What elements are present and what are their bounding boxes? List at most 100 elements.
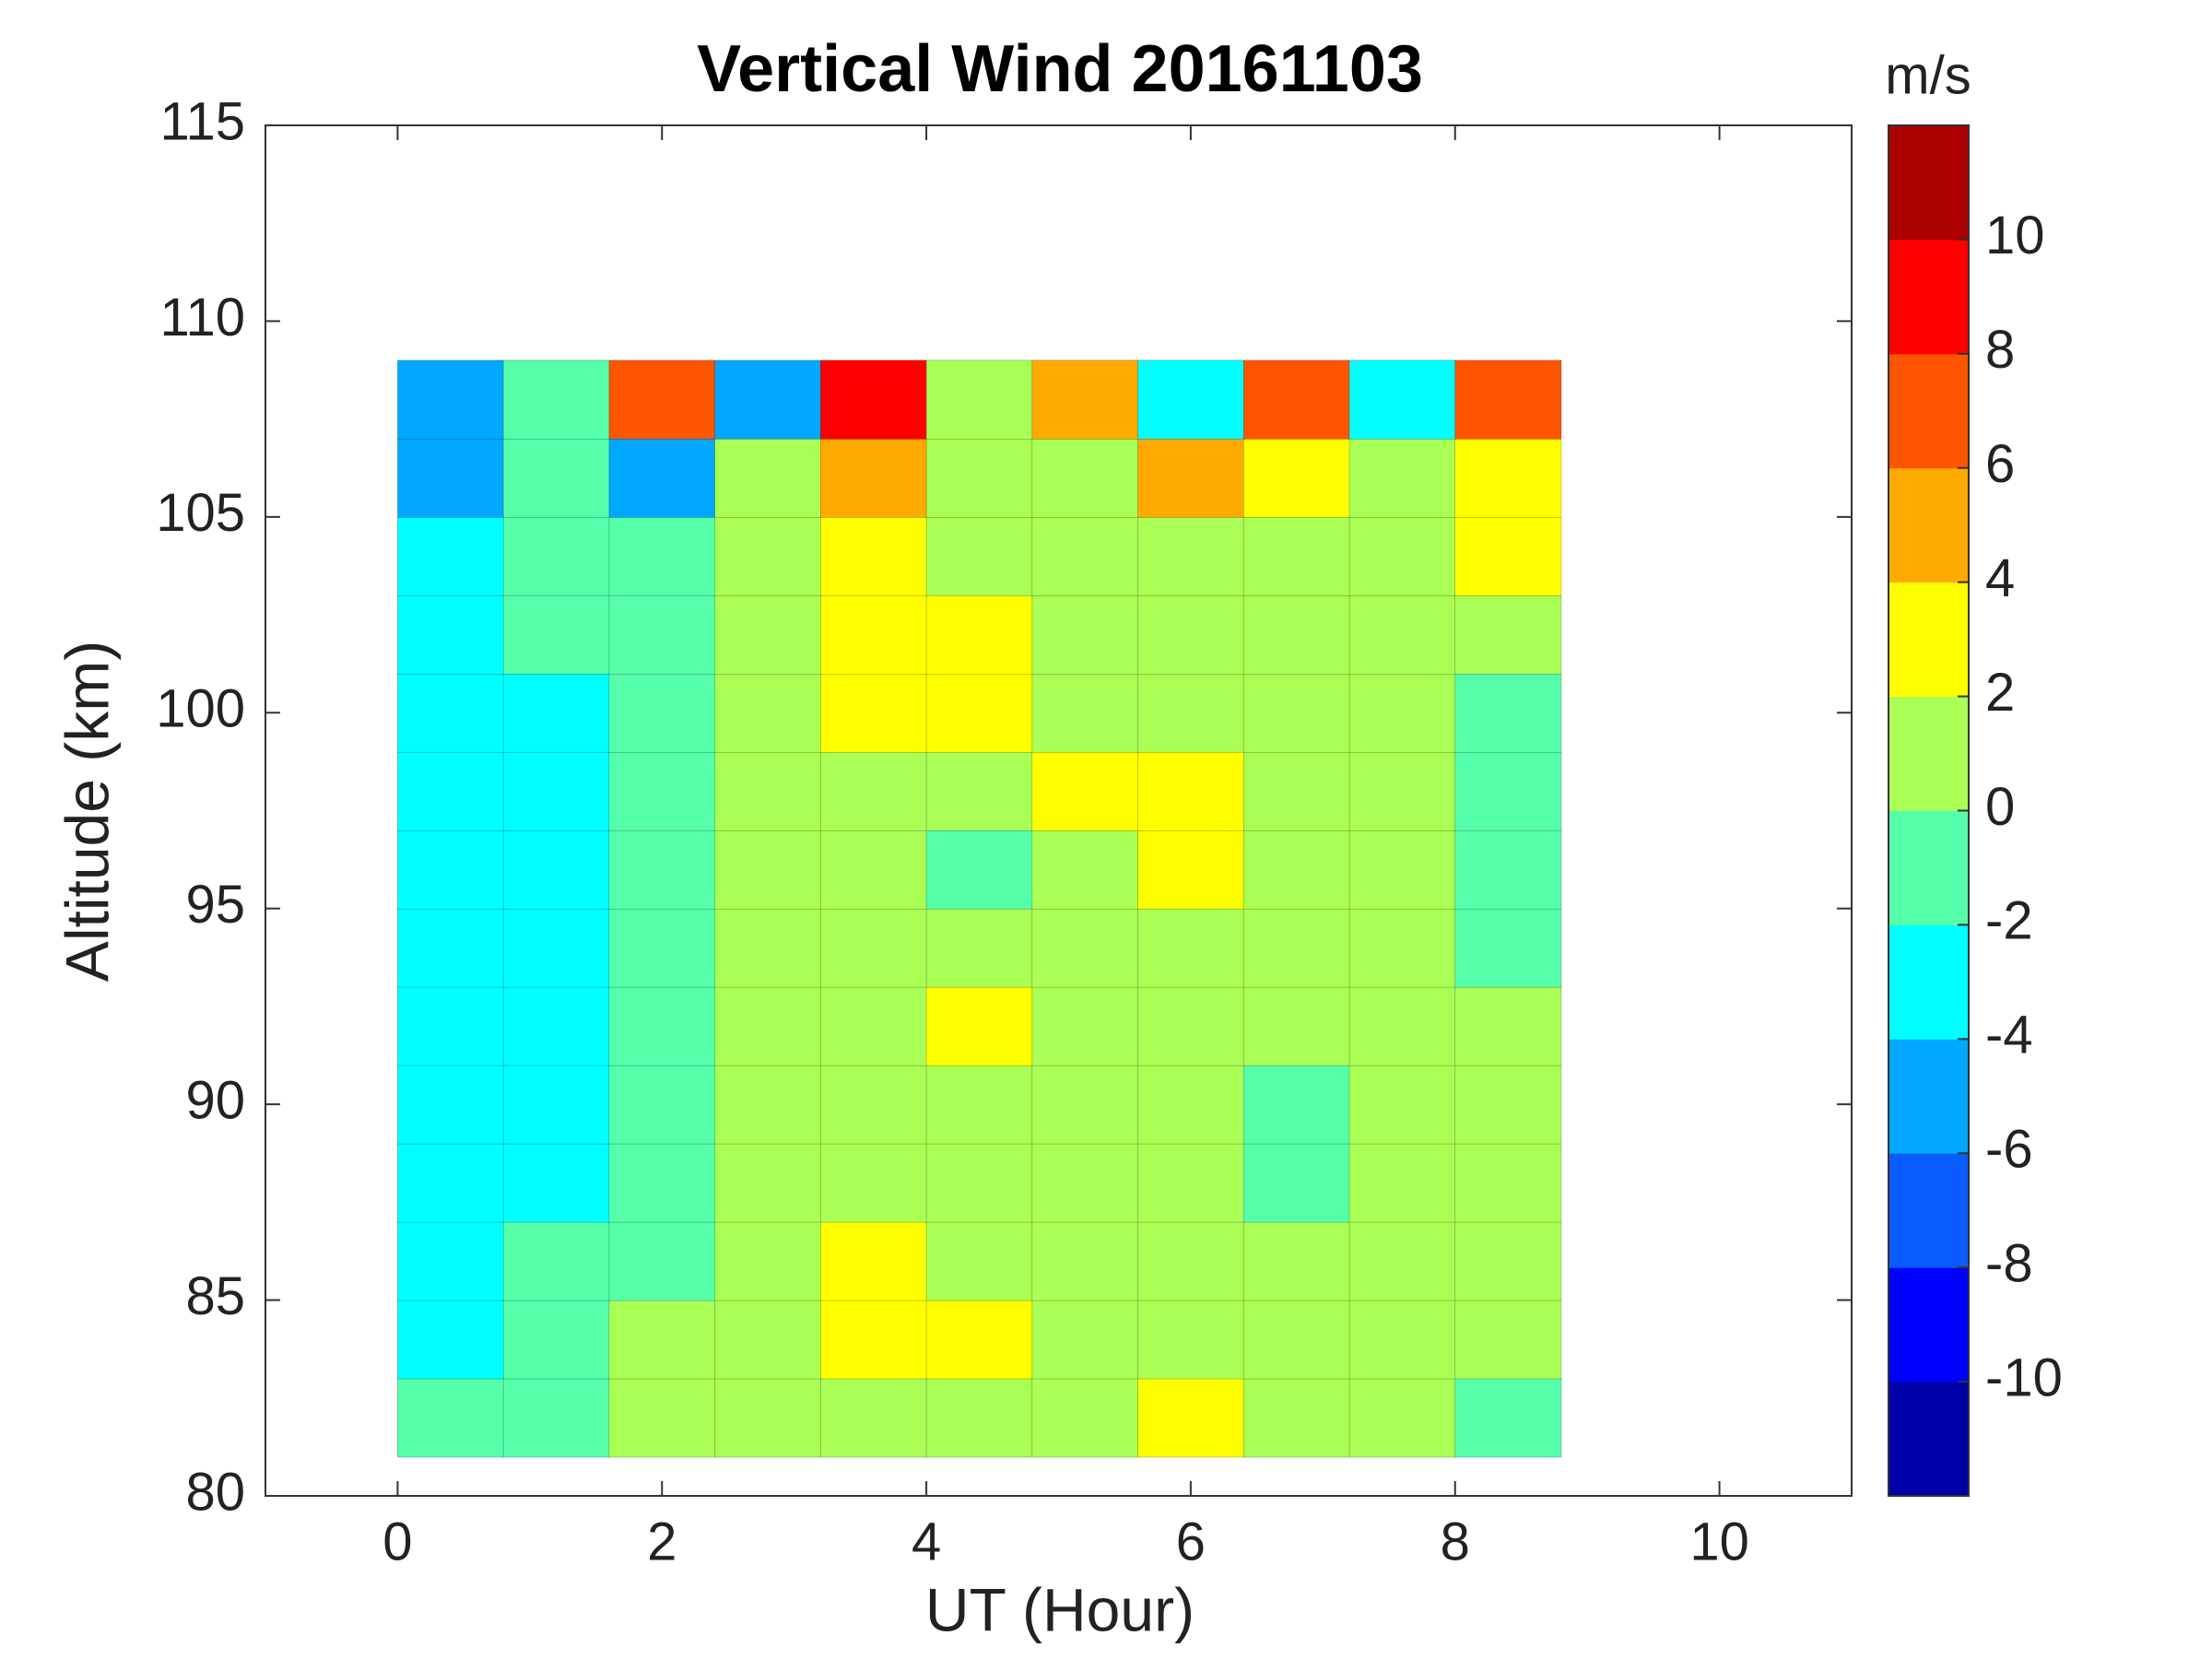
cell [1031, 516, 1139, 596]
cell [1137, 1378, 1245, 1458]
cell [1137, 594, 1245, 675]
cell [502, 830, 610, 910]
cell [1454, 1300, 1562, 1380]
cell [820, 751, 927, 831]
y-axis-label: Altitude (km) [53, 641, 121, 982]
x-tick-label: 8 [1441, 1512, 1470, 1571]
cell [820, 986, 927, 1066]
cell [608, 1221, 716, 1301]
cell [1454, 830, 1562, 910]
cell [397, 751, 504, 831]
colorbar-swatch [1888, 1382, 1969, 1497]
cell [1137, 986, 1245, 1066]
cell [925, 986, 1033, 1066]
cell [1137, 438, 1245, 518]
cell [608, 594, 716, 675]
cell [1031, 1065, 1139, 1145]
cell [1031, 1143, 1139, 1223]
colorbar-tick-label: -8 [1985, 1233, 2033, 1293]
chart-title: Vertical Wind 20161103 [697, 32, 1423, 106]
colorbar-swatch [1888, 924, 1969, 1040]
colorbar-tick-label: -6 [1985, 1120, 2033, 1180]
cell [714, 1300, 822, 1380]
cell [820, 673, 927, 753]
cell [1348, 1378, 1456, 1458]
colorbar-swatch [1888, 467, 1969, 583]
y-tick-label: 115 [160, 91, 245, 151]
cell [1348, 359, 1456, 440]
cell [502, 908, 610, 988]
cell [925, 1221, 1033, 1301]
cell [925, 751, 1033, 831]
cell [1348, 516, 1456, 596]
cell [1348, 751, 1456, 831]
cell [397, 1065, 504, 1145]
y-tick-label: 100 [156, 679, 245, 739]
cell [1242, 830, 1350, 910]
colorbar-label: m/s [1885, 45, 1971, 105]
x-tick-label: 0 [382, 1512, 412, 1571]
cell [502, 751, 610, 831]
cell [1454, 1065, 1562, 1145]
cell [1348, 908, 1456, 988]
cell [502, 1143, 610, 1223]
colorbar-swatch [1888, 582, 1969, 698]
cell [397, 673, 504, 753]
cell [397, 1378, 504, 1458]
cell [925, 1300, 1033, 1380]
cell [714, 1378, 822, 1458]
cell [820, 830, 927, 910]
cell [1031, 751, 1139, 831]
cell [1454, 1221, 1562, 1301]
cell [1242, 1300, 1350, 1380]
colorbar-tick-label: 2 [1985, 663, 2015, 723]
cell [1031, 986, 1139, 1066]
cell [1242, 359, 1350, 440]
cell [1137, 830, 1245, 910]
cell [1454, 751, 1562, 831]
cell [820, 1065, 927, 1145]
colorbar-tick-label: -4 [1985, 1006, 2033, 1065]
cell [714, 908, 822, 988]
cell [397, 830, 504, 910]
colorbar-swatch [1888, 353, 1969, 469]
cell [1137, 1221, 1245, 1301]
cell [1137, 1143, 1245, 1223]
cell [502, 1065, 610, 1145]
cell [608, 673, 716, 753]
cell [608, 751, 716, 831]
cell [1454, 986, 1562, 1066]
cell [925, 359, 1033, 440]
cell [1031, 1378, 1139, 1458]
cell [714, 438, 822, 518]
colorbar-tick-label: 10 [1985, 206, 2045, 265]
cell [397, 594, 504, 675]
y-tick-label: 110 [160, 288, 245, 347]
axes-frame [265, 124, 1853, 1497]
cell [1454, 516, 1562, 596]
cell [608, 1065, 716, 1145]
cell [1031, 1221, 1139, 1301]
cell [1242, 594, 1350, 675]
cell [1454, 908, 1562, 988]
y-tick-label: 85 [185, 1266, 245, 1326]
cell [608, 830, 716, 910]
colorbar-tick-label: 8 [1985, 320, 2015, 380]
cell [820, 516, 927, 596]
cell [1031, 673, 1139, 753]
cell [1348, 1221, 1456, 1301]
cell [1137, 751, 1245, 831]
cell [925, 516, 1033, 596]
colorbar-swatch [1888, 239, 1969, 355]
cell [397, 359, 504, 440]
colorbar-swatch [1888, 696, 1969, 811]
y-tick-label: 95 [185, 875, 245, 935]
cell [714, 830, 822, 910]
cell [397, 1143, 504, 1223]
colorbar-tick-label: -10 [1985, 1347, 2063, 1407]
cell [925, 673, 1033, 753]
cell [1242, 1221, 1350, 1301]
cell [502, 986, 610, 1066]
cell [1137, 1300, 1245, 1380]
